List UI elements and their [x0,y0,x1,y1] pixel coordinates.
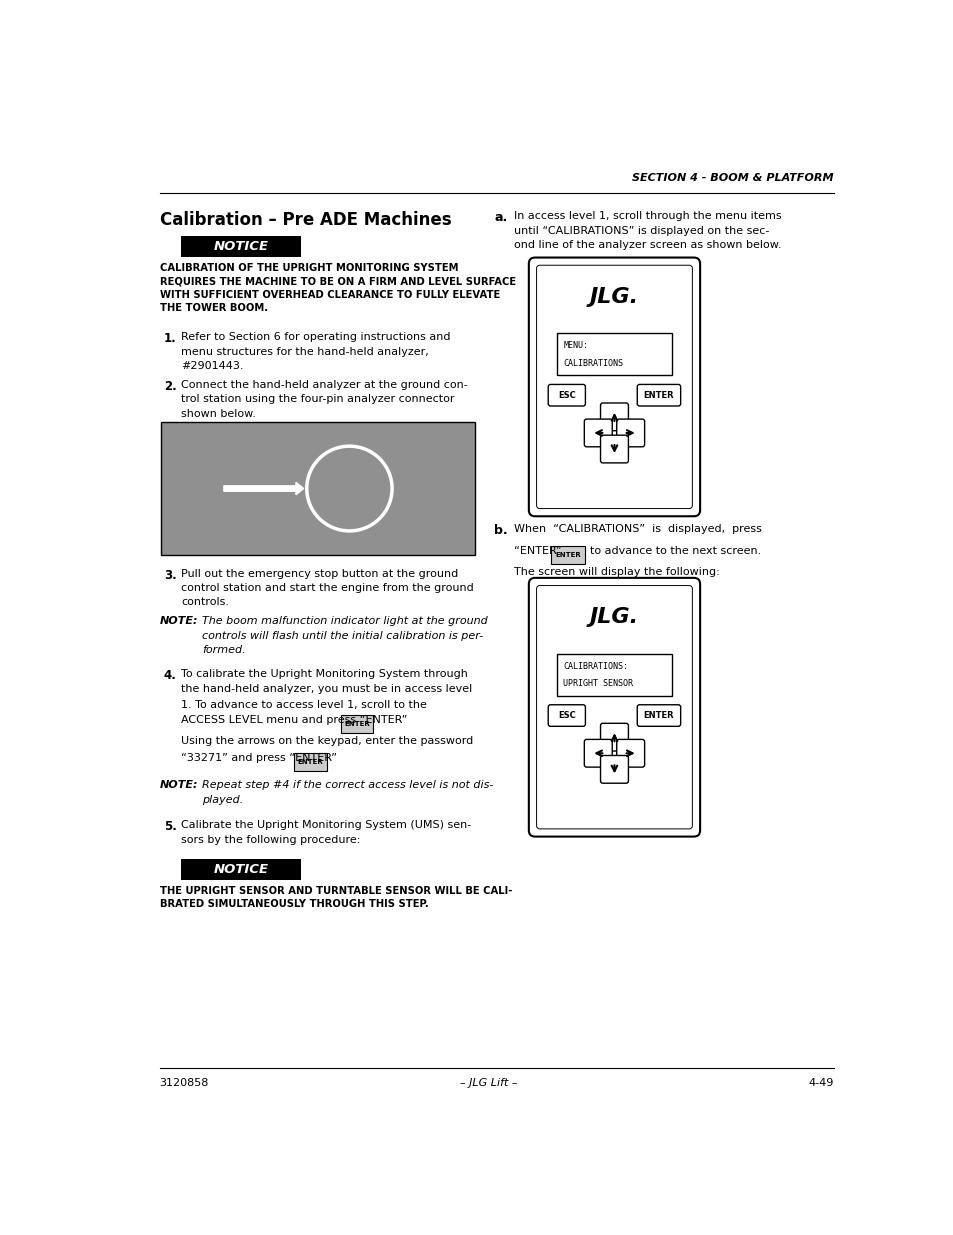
FancyBboxPatch shape [599,756,628,783]
Text: ENTER: ENTER [643,390,674,400]
Text: NOTE:: NOTE: [159,616,198,626]
FancyBboxPatch shape [599,403,628,431]
Bar [557,333,671,375]
Text: CALIBRATIONS: CALIBRATIONS [563,359,623,368]
Text: ENTER: ENTER [344,721,370,726]
Text: Repeat step #4 if the correct access level is not dis-
played.: Repeat step #4 if the correct access lev… [202,781,493,805]
Text: NOTE:: NOTE: [159,781,198,790]
FancyBboxPatch shape [637,705,679,726]
Text: ENTER: ENTER [643,711,674,720]
FancyBboxPatch shape [181,858,301,879]
Text: To calibrate the Upright Monitoring System through: To calibrate the Upright Monitoring Syst… [181,668,468,679]
Text: Using the arrows on the keypad, enter the password: Using the arrows on the keypad, enter th… [181,736,473,746]
Text: JLG.: JLG. [589,287,639,308]
FancyBboxPatch shape [294,753,327,771]
Text: SECTION 4 - BOOM & PLATFORM: SECTION 4 - BOOM & PLATFORM [632,173,833,183]
FancyBboxPatch shape [548,705,585,726]
FancyArrow shape [224,483,303,495]
FancyBboxPatch shape [616,419,644,447]
Text: The boom malfunction indicator light at the ground
controls will flash until the: The boom malfunction indicator light at … [202,616,487,655]
Text: 3.: 3. [164,568,176,582]
Text: Refer to Section 6 for operating instructions and
menu structures for the hand-h: Refer to Section 6 for operating instruc… [181,332,450,370]
Text: Calibration – Pre ADE Machines: Calibration – Pre ADE Machines [159,211,451,230]
Text: THE TOWER BOOM.: THE TOWER BOOM. [159,304,268,314]
FancyBboxPatch shape [181,236,301,257]
Text: NOTICE: NOTICE [213,240,268,253]
Bar [557,653,671,695]
Text: WITH SUFFICIENT OVERHEAD CLEARANCE TO FULLY ELEVATE: WITH SUFFICIENT OVERHEAD CLEARANCE TO FU… [159,290,499,300]
Text: to advance to the next screen.: to advance to the next screen. [589,546,760,556]
Text: When  “CALIBRATIONS”  is  displayed,  press: When “CALIBRATIONS” is displayed, press [513,524,760,534]
FancyBboxPatch shape [599,724,628,751]
FancyBboxPatch shape [548,384,585,406]
Text: 4-49: 4-49 [807,1078,833,1088]
FancyBboxPatch shape [616,740,644,767]
FancyBboxPatch shape [584,740,612,767]
Text: ENTER: ENTER [297,760,323,766]
Text: – JLG Lift –: – JLG Lift – [459,1078,517,1088]
Text: 3120858: 3120858 [159,1078,209,1088]
FancyBboxPatch shape [599,435,628,463]
FancyBboxPatch shape [528,578,700,836]
Text: Calibrate the Upright Monitoring System (UMS) sen-
sors by the following procedu: Calibrate the Upright Monitoring System … [181,820,471,845]
Text: CALIBRATIONS:: CALIBRATIONS: [563,662,628,671]
Text: The screen will display the following:: The screen will display the following: [513,567,719,577]
Text: 1. To advance to access level 1, scroll to the: 1. To advance to access level 1, scroll … [181,699,427,710]
Text: “ENTER”: “ENTER” [513,546,561,556]
Text: CALIBRATION OF THE UPRIGHT MONITORING SYSTEM: CALIBRATION OF THE UPRIGHT MONITORING SY… [159,263,457,273]
Text: JLG.: JLG. [589,608,639,627]
Text: 2.: 2. [164,380,176,393]
Text: ACCESS LEVEL menu and press “ENTER”: ACCESS LEVEL menu and press “ENTER” [181,715,407,725]
Text: 5.: 5. [164,820,176,834]
FancyBboxPatch shape [637,384,679,406]
Text: MENU:: MENU: [563,341,588,351]
Text: REQUIRES THE MACHINE TO BE ON A FIRM AND LEVEL SURFACE: REQUIRES THE MACHINE TO BE ON A FIRM AND… [159,277,516,287]
Text: 4.: 4. [164,668,176,682]
Text: THE UPRIGHT SENSOR AND TURNTABLE SENSOR WILL BE CALI-: THE UPRIGHT SENSOR AND TURNTABLE SENSOR … [159,885,512,895]
FancyBboxPatch shape [340,715,373,732]
Text: In access level 1, scroll through the menu items
until “CALIBRATIONS” is display: In access level 1, scroll through the me… [513,211,781,251]
Text: 1.: 1. [164,332,176,346]
Text: ESC: ESC [558,711,575,720]
Text: ENTER: ENTER [555,552,580,558]
Text: b.: b. [494,524,507,537]
Text: Pull out the emergency stop button at the ground
control station and start the e: Pull out the emergency stop button at th… [181,568,474,608]
Text: a.: a. [494,211,507,225]
Text: Connect the hand-held analyzer at the ground con-
trol station using the four-pi: Connect the hand-held analyzer at the gr… [181,380,468,419]
Text: BRATED SIMULTANEOUSLY THROUGH THIS STEP.: BRATED SIMULTANEOUSLY THROUGH THIS STEP. [159,899,428,909]
FancyBboxPatch shape [584,419,612,447]
FancyBboxPatch shape [550,546,584,564]
Text: “33271” and press “ENTER”: “33271” and press “ENTER” [181,753,337,763]
FancyBboxPatch shape [528,258,700,516]
Text: UPRIGHT SENSOR: UPRIGHT SENSOR [563,679,633,688]
Bar [161,422,475,555]
Text: NOTICE: NOTICE [213,863,268,876]
Text: the hand-held analyzer, you must be in access level: the hand-held analyzer, you must be in a… [181,684,472,694]
Text: ESC: ESC [558,390,575,400]
